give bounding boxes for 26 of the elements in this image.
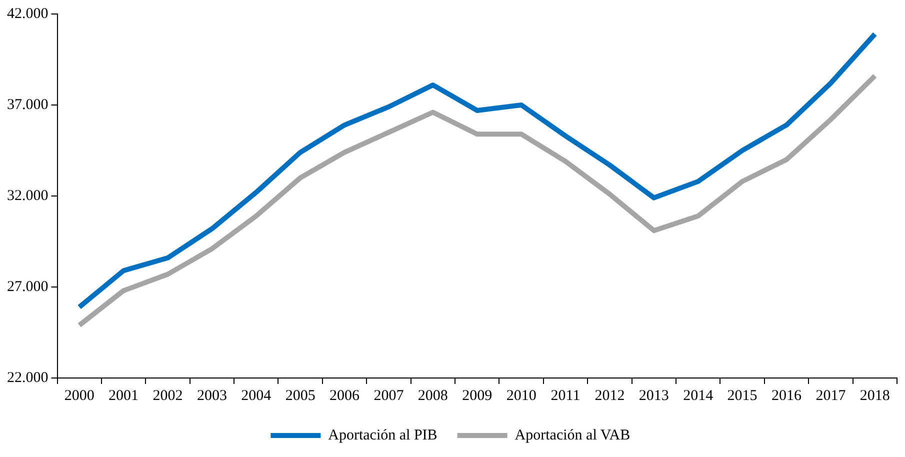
- x-tick-label: 2002: [152, 388, 183, 404]
- x-tick-label: 2014: [683, 388, 714, 404]
- x-tick-label: 2006: [330, 388, 360, 404]
- x-tick-label: 2016: [772, 388, 802, 404]
- x-tick-label: 2013: [638, 388, 669, 404]
- x-tick-label: 2007: [374, 388, 404, 404]
- y-tick-label: 32.000: [7, 188, 48, 204]
- x-tick-label: 2001: [108, 388, 139, 404]
- x-tick-label: 2005: [285, 388, 316, 404]
- x-tick-label: 2004: [241, 388, 272, 404]
- legend-label: Aportación al PIB: [328, 427, 438, 444]
- x-tick-label: 2009: [462, 388, 492, 404]
- x-tick-label: 2000: [64, 388, 94, 404]
- y-tick-label: 42.000: [7, 6, 48, 22]
- y-tick-label: 37.000: [7, 96, 48, 113]
- x-tick-label: 2018: [860, 388, 890, 404]
- x-tick-label: 2011: [550, 388, 580, 404]
- y-tick-label: 22.000: [7, 370, 48, 386]
- x-tick-label: 2003: [196, 388, 227, 404]
- legend-label: Aportación al VAB: [514, 427, 630, 444]
- x-tick-label: 2015: [727, 388, 758, 404]
- x-tick-label: 2010: [506, 388, 536, 404]
- x-tick-label: 2008: [418, 388, 448, 404]
- x-tick-label: 2012: [594, 388, 625, 404]
- y-tick-label: 27.000: [7, 278, 48, 295]
- x-tick-label: 2017: [816, 388, 846, 404]
